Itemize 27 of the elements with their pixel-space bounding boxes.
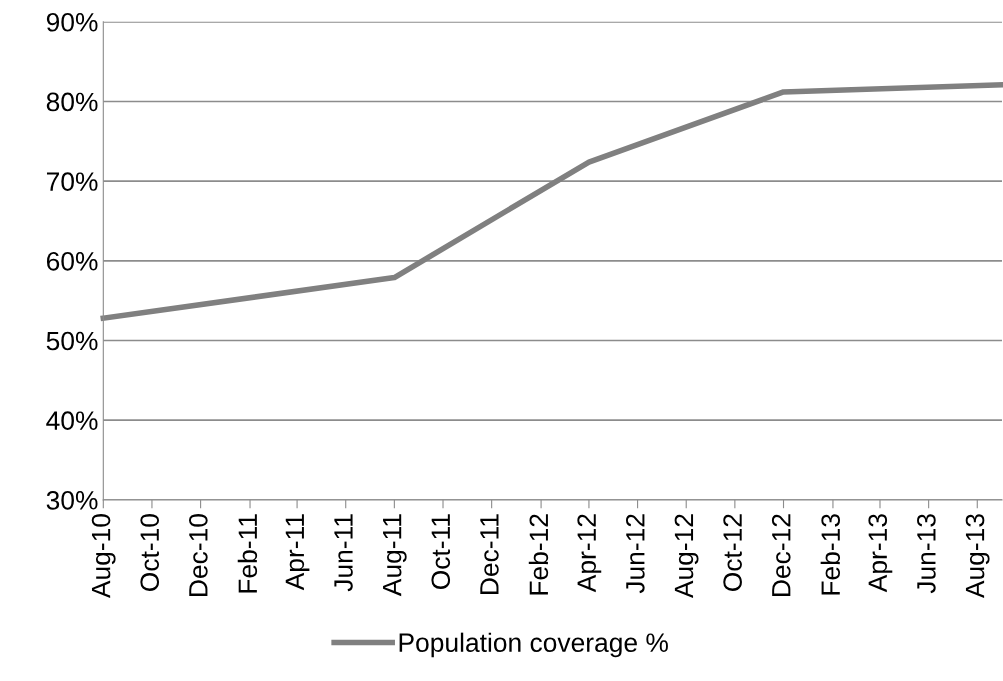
x-tick-label: Dec-10 xyxy=(188,514,208,596)
x-tick-label: Jun-13 xyxy=(917,514,936,594)
y-tick-label: 90% xyxy=(46,12,98,32)
y-tick-label: 70% xyxy=(46,172,98,191)
x-tick-label: Oct-10 xyxy=(140,514,160,591)
x-tick-label: Apr-13 xyxy=(868,514,893,593)
x-tick-label: Jun-11 xyxy=(334,514,353,592)
x-tick-label: Oct-11 xyxy=(431,514,451,590)
x-tick-label: Aug-13 xyxy=(965,514,990,599)
y-tick-label: 80% xyxy=(46,92,98,112)
x-tick-label: Jun-12 xyxy=(625,514,645,594)
y-tick-label: 50% xyxy=(46,331,98,351)
x-tick-label: Dec-11 xyxy=(480,514,499,594)
y-tick-label: 30% xyxy=(46,490,98,510)
x-tick-label: Feb-12 xyxy=(528,514,549,595)
legend-label: Population coverage % xyxy=(399,632,668,658)
x-tick-label: Aug-10 xyxy=(91,514,116,599)
x-tick-label: Apr-12 xyxy=(577,514,602,593)
x-tick-label: Aug-12 xyxy=(674,514,699,599)
x-tick-label: Feb-13 xyxy=(820,514,841,595)
y-tick-label: 40% xyxy=(46,411,98,430)
x-tick-label: Feb-11 xyxy=(237,514,258,593)
y-tick-label: 60% xyxy=(46,251,98,271)
x-tick-label: Dec-12 xyxy=(771,514,791,596)
x-tick-label: Aug-11 xyxy=(383,514,407,597)
x-tick-label: Apr-11 xyxy=(285,514,310,591)
x-tick-label: Oct-12 xyxy=(723,514,742,591)
